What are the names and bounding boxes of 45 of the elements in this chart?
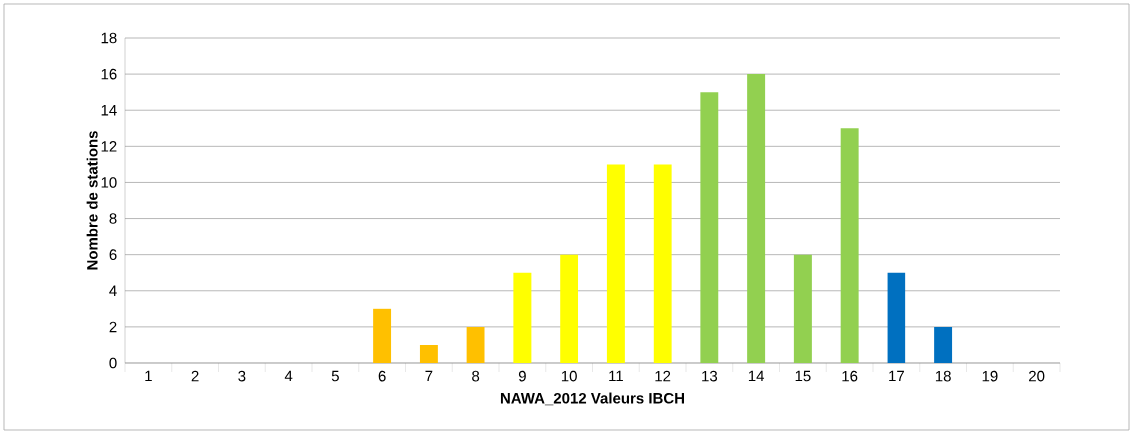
x-tick-label: 9 (518, 370, 526, 382)
y-tick-label: 8 (109, 213, 117, 224)
y-tick-label: 14 (101, 105, 117, 116)
bar (373, 308, 392, 363)
x-tick-label: 13 (702, 370, 718, 382)
x-tick-label: 3 (238, 370, 246, 382)
x-tick-label: 14 (748, 370, 765, 382)
x-tick-label: 8 (472, 370, 480, 382)
x-tick-label: 15 (795, 370, 811, 382)
bar (747, 74, 766, 363)
bar (793, 254, 812, 363)
x-tick-label: 12 (655, 370, 671, 382)
x-tick-label: 7 (425, 370, 433, 382)
y-tick-label: 2 (109, 321, 117, 333)
x-tick-label: 16 (842, 370, 858, 382)
bar (419, 344, 438, 363)
y-tick-label: 12 (101, 141, 117, 152)
x-axis-title: NAWA_2012 Valeurs IBCH (500, 392, 684, 406)
x-tick-label: 2 (191, 370, 199, 382)
y-tick-label: 16 (101, 68, 117, 80)
y-tick-label: 0 (109, 357, 117, 369)
x-tick-label: 5 (331, 370, 339, 382)
x-tick-label: 11 (609, 370, 623, 382)
bar (606, 164, 625, 363)
x-tick-label: 10 (561, 370, 577, 382)
x-tick-label: 17 (889, 370, 904, 382)
y-axis-title: Nombre de stations (86, 131, 98, 270)
bar (466, 326, 485, 363)
bar (513, 272, 532, 363)
x-tick-label: 1 (145, 370, 152, 382)
bar (653, 164, 672, 363)
bar (887, 272, 906, 363)
bar (560, 254, 579, 363)
x-tick-label: 18 (935, 370, 951, 382)
x-tick-label: 6 (378, 370, 386, 382)
bar (840, 128, 859, 363)
x-tick-label: 19 (982, 370, 998, 382)
y-tick-label: 10 (101, 177, 117, 188)
bar (700, 92, 719, 363)
y-tick-label: 18 (101, 32, 117, 44)
y-tick-label: 6 (109, 249, 117, 260)
x-tick-label: 4 (284, 370, 293, 382)
bar (934, 326, 953, 363)
y-tick-label: 4 (109, 285, 117, 296)
x-tick-label: 20 (1029, 370, 1045, 382)
